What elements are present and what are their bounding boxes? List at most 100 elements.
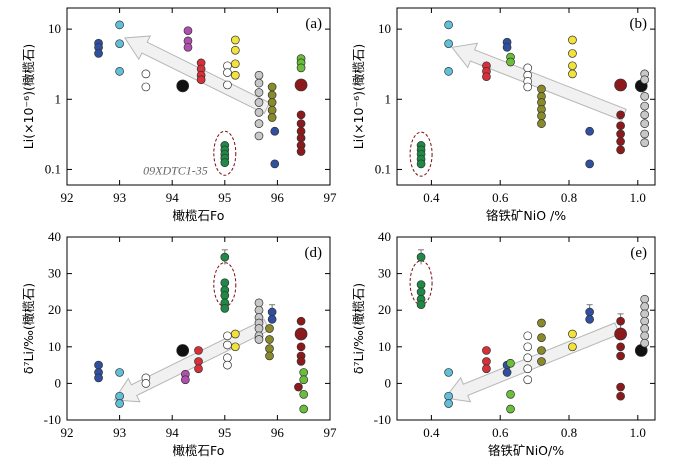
trend-arrow <box>113 318 271 403</box>
plot-frame <box>66 7 331 186</box>
data-point <box>267 307 277 317</box>
data-point <box>223 353 232 363</box>
plot-frame <box>66 236 331 421</box>
x-tick-label: 1.0 <box>630 190 646 205</box>
data-point <box>254 119 264 128</box>
x-tick-label: 0.6 <box>492 425 509 440</box>
data-point <box>640 338 650 348</box>
x-axis-label: 橄榄石Fo <box>173 443 225 458</box>
data-point <box>267 98 277 107</box>
data-point <box>299 375 309 385</box>
data-point <box>585 315 594 324</box>
y-axis-label: δ⁷Li/‰(橄榄石) <box>21 283 36 374</box>
data-point <box>94 49 103 58</box>
data-point <box>616 121 625 131</box>
y-tick-label: 30 <box>48 266 61 281</box>
data-point <box>267 315 277 324</box>
data-point <box>115 39 124 49</box>
data-point <box>537 318 546 328</box>
data-point <box>444 391 453 401</box>
data-point <box>614 78 627 92</box>
x-axis-label: 铬铁矿NiO /% <box>486 208 566 223</box>
highlight-ellipse <box>213 130 237 176</box>
y-tick-label: 0 <box>55 375 62 390</box>
data-point <box>254 131 264 141</box>
data-point <box>294 327 308 341</box>
data-point <box>230 329 240 339</box>
y-tick-label: 0 <box>385 375 392 390</box>
data-point <box>568 35 577 45</box>
data-point <box>299 404 309 414</box>
y-tick-label: 1 <box>55 91 62 106</box>
data-point <box>640 101 650 111</box>
data-point <box>294 78 308 92</box>
x-tick-label: 0.4 <box>423 425 440 440</box>
data-point <box>296 119 306 128</box>
data-point <box>614 327 627 341</box>
x-tick-label: 92 <box>61 425 74 440</box>
data-point <box>616 110 625 120</box>
data-point <box>220 158 230 167</box>
data-point <box>141 379 151 388</box>
data-point <box>640 302 650 311</box>
data-point <box>506 390 515 399</box>
data-point <box>523 375 533 385</box>
data-point <box>115 67 124 76</box>
data-point <box>115 399 124 408</box>
data-point <box>616 342 625 352</box>
data-point <box>223 360 232 370</box>
trend-arrow <box>444 322 621 403</box>
sample-annotation: 09XDTC1-35 <box>143 163 208 177</box>
data-point <box>537 119 546 128</box>
data-point <box>294 382 303 392</box>
data-point <box>537 333 546 342</box>
data-point <box>568 342 577 352</box>
x-tick-label: 96 <box>271 190 285 205</box>
data-point <box>183 26 193 36</box>
data-point <box>265 344 274 353</box>
data-point <box>299 390 309 399</box>
data-point <box>254 335 264 344</box>
data-point <box>267 90 277 100</box>
data-point <box>523 82 533 92</box>
x-tick-label: 94 <box>166 190 180 205</box>
data-point <box>640 138 650 148</box>
y-tick-label: 20 <box>378 302 391 317</box>
x-tick-label: 96 <box>271 425 285 440</box>
data-point <box>196 75 206 85</box>
y-tick-label: 40 <box>378 229 391 244</box>
x-tick-label: 93 <box>113 425 126 440</box>
data-point <box>585 307 594 317</box>
y-axis-label: δ⁷Li/‰(橄榄石) <box>351 283 366 374</box>
y-tick-label: 10 <box>378 339 391 354</box>
data-point <box>568 61 577 71</box>
data-point <box>265 335 274 344</box>
x-tick-label: 94 <box>166 425 180 440</box>
data-point <box>141 82 151 92</box>
y-tick-label: 0.1 <box>45 161 61 176</box>
x-tick-label: 0.8 <box>561 425 577 440</box>
data-point <box>616 137 625 146</box>
data-point <box>640 119 650 128</box>
data-point <box>254 324 264 333</box>
data-point <box>296 147 306 156</box>
data-point <box>585 126 594 136</box>
data-point <box>94 360 103 370</box>
data-point <box>194 346 203 355</box>
x-tick-label: 0.8 <box>561 190 577 205</box>
plot-frame <box>396 236 656 421</box>
data-point <box>115 20 124 30</box>
x-tick-label: 97 <box>324 425 338 440</box>
y-tick-label: 20 <box>48 302 61 317</box>
data-point <box>254 108 264 117</box>
data-point <box>568 69 577 79</box>
data-point <box>616 129 625 139</box>
data-point <box>640 110 650 120</box>
data-point <box>506 404 515 414</box>
data-point <box>230 70 240 80</box>
data-point <box>444 20 453 30</box>
data-point <box>296 316 306 326</box>
x-tick-label: 92 <box>61 190 74 205</box>
data-point <box>220 252 230 262</box>
data-point <box>115 391 124 401</box>
